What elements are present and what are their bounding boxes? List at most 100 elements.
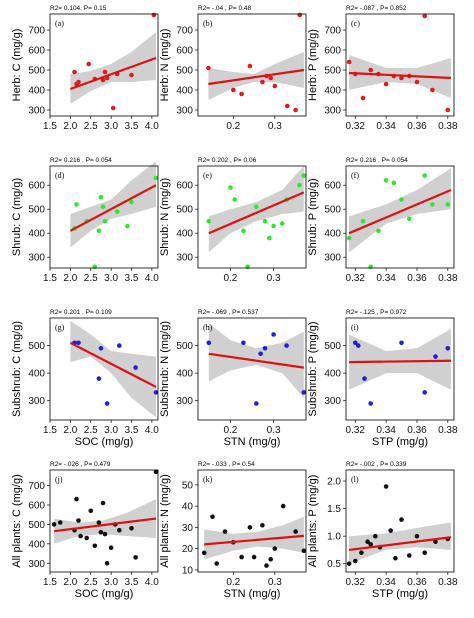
data-point — [153, 390, 159, 395]
x-tick-label: 3.0 — [104, 273, 118, 284]
plot-frame — [197, 165, 307, 269]
panel-letter: (e) — [203, 171, 212, 180]
stats-label: R2= 0.216 , P= 0.054 — [346, 157, 408, 164]
data-point — [422, 13, 428, 19]
x-tick-label: 1.5 — [43, 273, 57, 284]
stats-label: R2= -.002 , P= 0.339 — [346, 461, 407, 468]
y-tick-label: 600 — [28, 500, 45, 511]
y-axis-label: All plants: N (mg/g) — [159, 474, 171, 568]
y-axis-label: Herb: N (mg/g) — [159, 29, 171, 102]
data-point — [253, 204, 259, 210]
y-tick-label: 700 — [28, 481, 45, 492]
regression-line — [348, 188, 452, 235]
x-tick-label: 0.36 — [407, 273, 427, 284]
plot-frame — [197, 13, 307, 117]
data-point — [51, 522, 57, 527]
x-tick-label: 2.0 — [63, 273, 77, 284]
data-point — [399, 340, 404, 346]
data-point — [433, 539, 438, 544]
y-tick-label: 400 — [324, 229, 341, 240]
x-tick-label: 3.5 — [125, 273, 139, 284]
y-tick-label: 500 — [176, 205, 193, 216]
data-point — [125, 223, 130, 229]
data-point — [362, 376, 367, 381]
data-point — [239, 554, 244, 560]
data-point — [92, 264, 98, 270]
data-point — [241, 340, 246, 346]
x-tick-label: 0.32 — [346, 577, 366, 588]
y-tick-label: 700 — [176, 26, 193, 37]
x-tick-label: 1.5 — [43, 121, 57, 132]
data-point — [422, 390, 428, 395]
regression-line — [204, 534, 305, 546]
panel-8: R2= -.069 , P= 0.537 (h) 0.2 0.3 300 400 500 Su… — [159, 309, 307, 448]
confidence-band — [70, 320, 156, 418]
data-point — [96, 376, 102, 381]
y-tick-label: 1.5 — [327, 504, 341, 515]
panel-12: R2= -.002 , P= 0.339 (l) 0.32 0.34 0.36 0.38 0… — [307, 461, 458, 600]
panel-11: R2= -.033 , P= 0.54 (k) 0.2 0.3 10 20 30 40 50 Al… — [159, 461, 307, 600]
panel-letter: (b) — [203, 19, 213, 28]
confidence-band — [204, 516, 304, 560]
y-tick-label: 500 — [28, 66, 45, 77]
y-tick-label: 0.5 — [327, 559, 341, 570]
data-point — [399, 75, 404, 81]
x-tick-label: 0.2 — [223, 425, 237, 436]
y-tick-label: 500 — [324, 341, 341, 352]
data-point — [241, 228, 246, 234]
data-point — [251, 554, 257, 560]
data-point — [110, 105, 116, 111]
panel-letter: (f) — [351, 171, 359, 180]
confidence-band — [208, 166, 304, 253]
panel-6: R2= 0.216 , P= 0.054 (f) 0.32 0.34 0.36 0.38 3… — [307, 157, 458, 284]
data-point — [100, 500, 106, 506]
y-tick-label: 500 — [176, 66, 193, 77]
plot-frame — [197, 469, 307, 573]
data-point — [222, 529, 228, 534]
panel-letter: (i) — [351, 323, 359, 332]
y-tick-label: 500 — [28, 520, 45, 531]
data-point — [253, 401, 259, 406]
panel-10: R2= -.026 , P= 0.479 (j) 1.5 2.0 2.5 3.0 3.5 4.… — [11, 461, 159, 600]
plot-frame — [345, 165, 455, 269]
data-point — [433, 354, 438, 359]
x-tick-label: 4.0 — [145, 121, 159, 132]
y-tick-label: 2.0 — [327, 477, 341, 488]
y-tick-label: 400 — [28, 229, 45, 240]
y-tick-label: 20 — [182, 544, 194, 555]
plot-frame — [49, 165, 159, 269]
panel-5: R2= 0.202 , P= 0.06 (e) 0.2 0.3 300 400 500 600… — [159, 157, 307, 284]
data-point — [267, 235, 272, 241]
x-tick-label: 2.5 — [84, 273, 98, 284]
data-point — [297, 12, 303, 18]
data-point — [301, 173, 307, 178]
x-tick-label: 3.5 — [125, 121, 139, 132]
data-point — [129, 526, 134, 531]
y-axis-label: Shrub: P (mg/g) — [307, 178, 319, 255]
x-tick-label: 0.38 — [438, 121, 458, 132]
data-point — [88, 508, 94, 514]
y-tick-label: 600 — [28, 181, 45, 192]
data-point — [399, 517, 404, 522]
plot-frame — [49, 13, 159, 117]
plot-frame — [197, 317, 307, 421]
data-point — [268, 557, 274, 562]
confidence-band — [70, 161, 156, 248]
y-axis-label: Shrub: C (mg/g) — [11, 178, 23, 256]
x-axis-label: STN (mg/g) — [224, 588, 281, 600]
y-tick-label: 300 — [176, 396, 193, 407]
x-tick-label: 0.38 — [438, 577, 458, 588]
data-point — [76, 518, 81, 523]
data-point — [98, 194, 104, 200]
data-point — [260, 523, 265, 528]
data-point — [360, 95, 366, 101]
y-tick-label: 600 — [176, 181, 193, 192]
regression-line — [208, 68, 305, 86]
x-tick-label: 0.2 — [226, 577, 240, 588]
stats-label: R2= -.069 , P= 0.537 — [198, 309, 259, 316]
y-tick-label: 1.0 — [327, 532, 341, 543]
y-tick-label: 300 — [176, 106, 193, 117]
data-point — [129, 199, 134, 205]
data-point — [346, 235, 352, 241]
y-tick-label: 600 — [324, 46, 341, 57]
